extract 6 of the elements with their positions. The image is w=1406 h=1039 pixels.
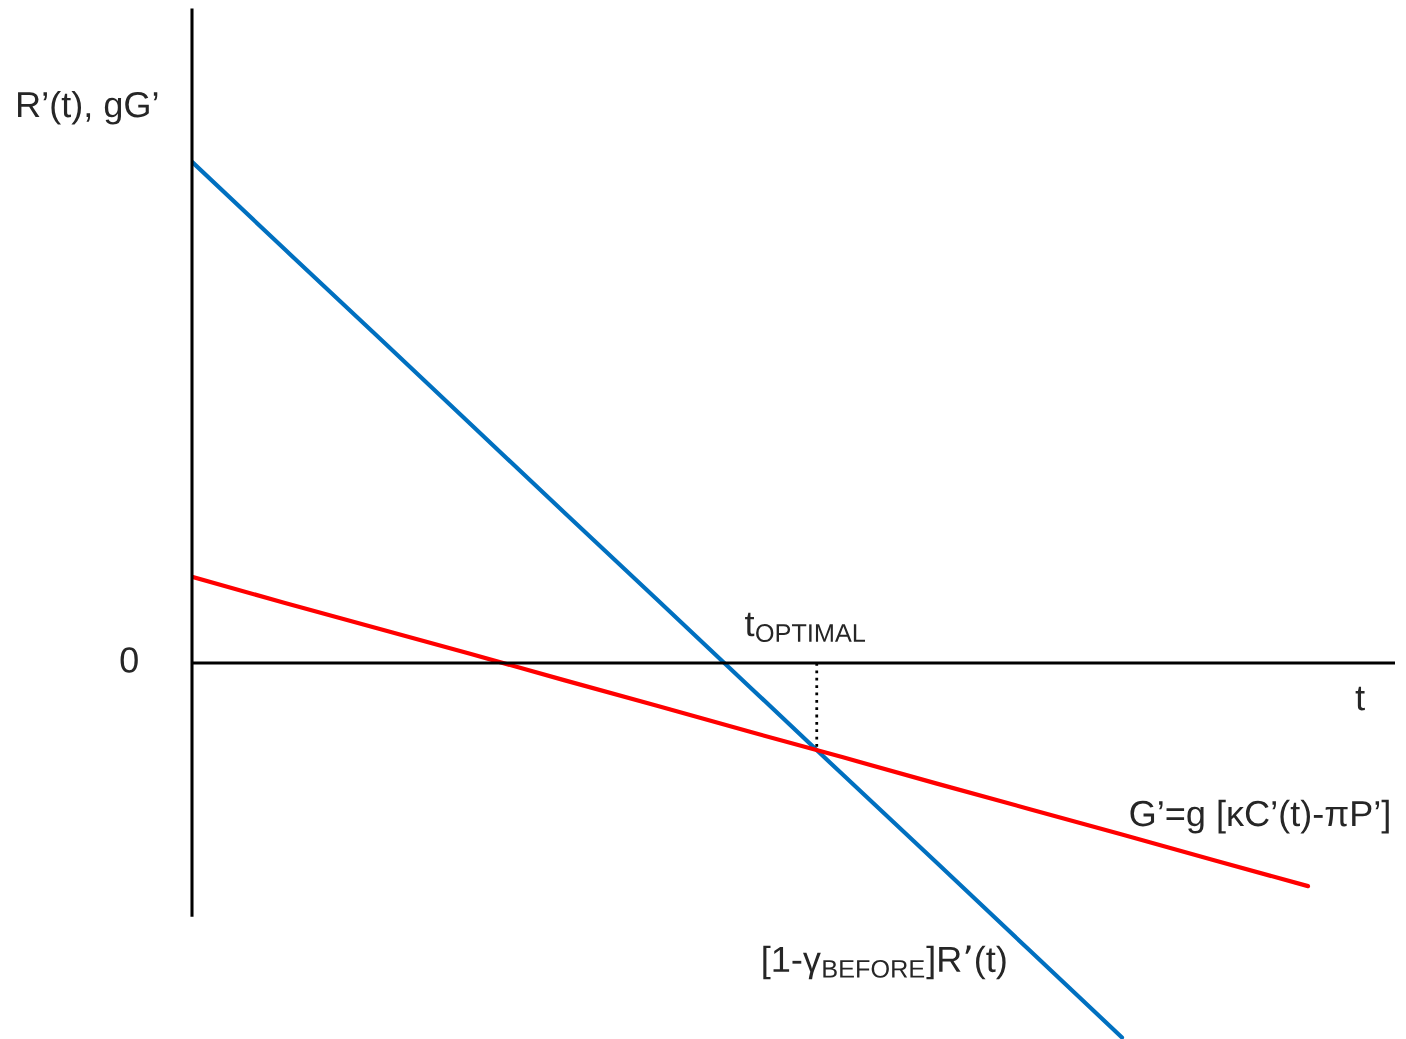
annotation: t$_{OPTIMAL}$ xyxy=(745,612,866,642)
y-axis-title: R’(t), gG’ xyxy=(18,90,158,125)
series-label: G’=g [κC’(t)-πP’] xyxy=(1130,799,1389,834)
text: 0 xyxy=(120,647,138,673)
series-label: [1-γ$_{BEFORE}$]R’(t) xyxy=(763,945,1006,980)
x-axis-title: t xyxy=(1355,686,1365,711)
